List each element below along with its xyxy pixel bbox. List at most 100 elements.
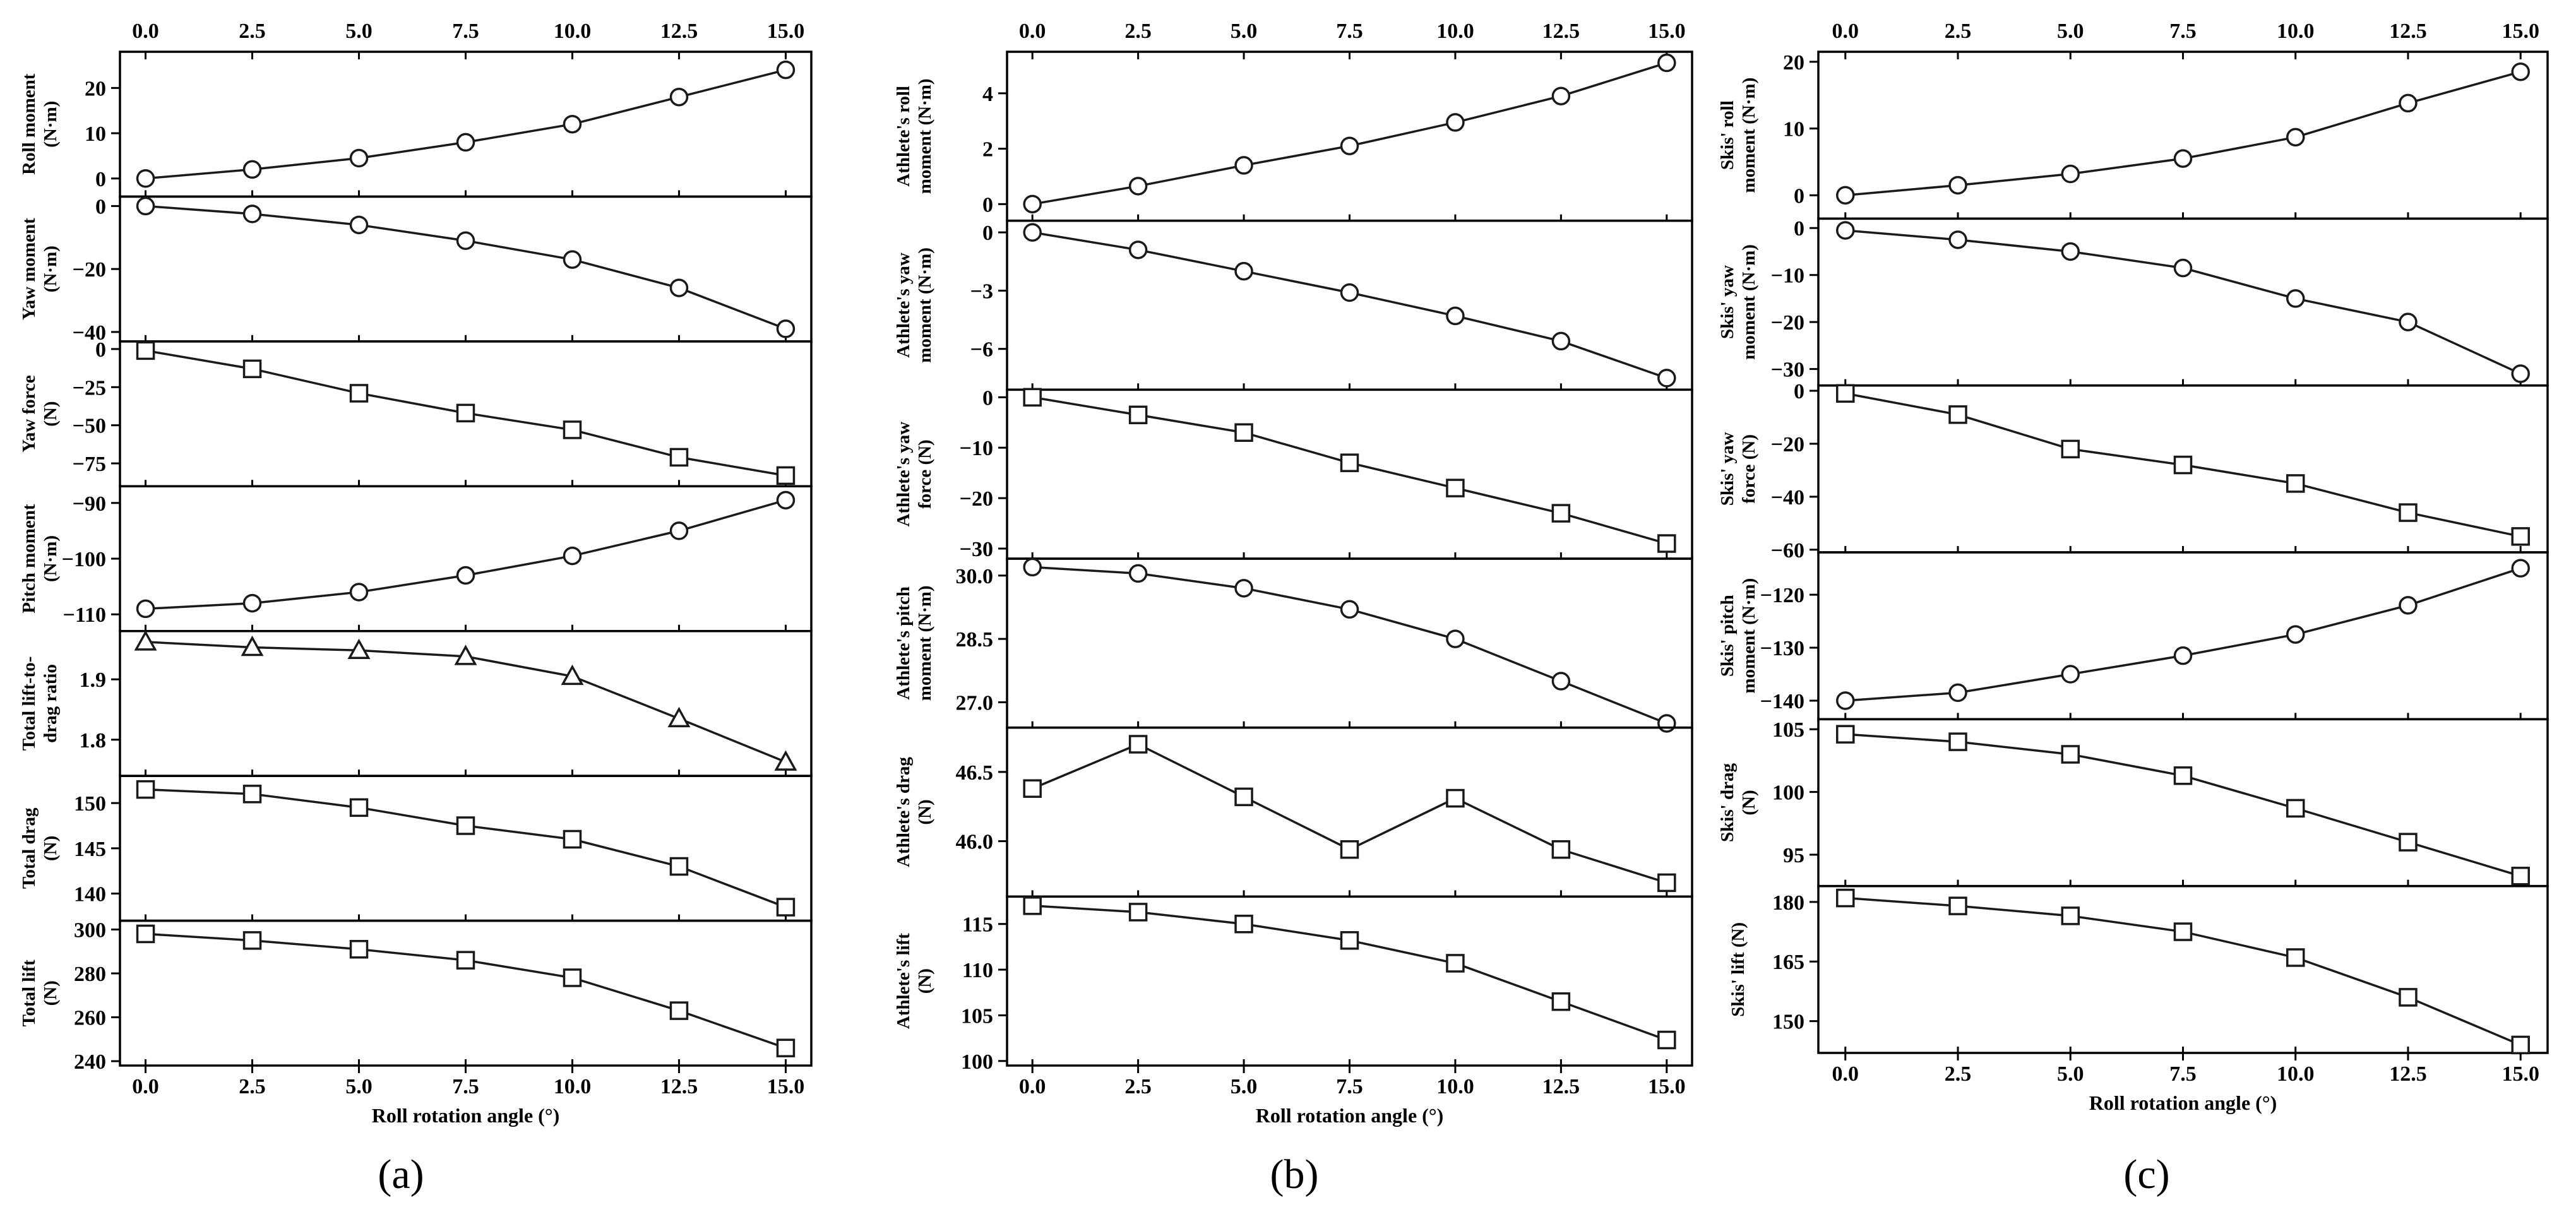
- data-point-circle: [1340, 600, 1359, 619]
- data-point-circle: [349, 583, 369, 602]
- top-x-tick-label: 12.5: [2389, 20, 2427, 43]
- data-point-square: [242, 931, 262, 950]
- data-point-circle: [563, 546, 582, 566]
- data-point-circle: [1340, 283, 1359, 302]
- data-point-circle: [456, 231, 475, 251]
- bottom-x-tick-label: 0.0: [1019, 1075, 1046, 1098]
- data-point-circle: [1128, 177, 1148, 196]
- data-point-circle: [776, 490, 796, 510]
- data-point-square: [456, 816, 475, 835]
- y-axis-label: Yaw moment: [19, 218, 39, 320]
- y-tick-label: 0: [1794, 184, 1804, 208]
- data-point-square: [1340, 931, 1359, 950]
- y-axis-label: (N): [40, 401, 61, 426]
- y-tick-label: 150: [1772, 1011, 1804, 1034]
- y-tick-label: 260: [74, 1007, 106, 1030]
- data-point-square: [776, 898, 796, 917]
- data-point-circle: [1023, 194, 1042, 214]
- y-axis-label: Yaw force: [19, 375, 39, 453]
- data-point-square: [1551, 992, 1571, 1011]
- y-tick-label: −140: [1760, 690, 1804, 713]
- data-point-square: [2286, 474, 2305, 493]
- data-point-square: [456, 403, 475, 423]
- panel-a-6: 150 145 140 Total drag (N): [19, 775, 813, 922]
- bottom-x-tick-label: 0.0: [132, 1075, 159, 1098]
- data-point-square: [136, 780, 155, 799]
- panel-b-6: 115 110 105 100 Athlete's lift (N): [893, 895, 1693, 1074]
- data-point-circle: [2061, 242, 2080, 261]
- y-tick-label: 115: [962, 913, 993, 937]
- data-point-square: [776, 466, 796, 485]
- data-point-circle: [669, 87, 689, 107]
- y-tick-label: 95: [1783, 844, 1804, 867]
- series-line: [1845, 567, 2521, 702]
- data-point-square: [2286, 799, 2305, 818]
- data-point-triangle: [454, 645, 477, 665]
- y-tick-label: 280: [74, 963, 106, 986]
- data-point-square: [1948, 405, 1967, 424]
- data-point-square: [669, 448, 689, 467]
- top-x-tick-label: 15.0: [1648, 20, 1686, 43]
- data-point-circle: [242, 593, 262, 613]
- data-point-circle: [2286, 128, 2305, 147]
- panel-frame: [1817, 50, 2549, 220]
- data-point-circle: [2511, 62, 2530, 81]
- data-point-circle: [2173, 646, 2193, 665]
- bottom-x-tick-label: 15.0: [767, 1075, 805, 1098]
- data-point-circle: [1948, 230, 1967, 249]
- y-tick-label: −20: [1771, 311, 1804, 335]
- figure-caption: (b): [1270, 1151, 1319, 1197]
- y-axis-label: Skis' lift (N): [1728, 922, 1748, 1017]
- data-point-triangle: [241, 635, 264, 656]
- y-axis-label: Athlete's yaw: [893, 422, 914, 527]
- data-point-circle: [2173, 258, 2193, 278]
- y-tick-label: 105: [1772, 718, 1804, 742]
- panel-c-4: −120 −130 −140 Skis' pitch moment (N·m): [1717, 551, 2549, 721]
- y-axis-label: Athlete's roll: [893, 86, 914, 187]
- bottom-x-tick-label: 2.5: [1124, 1075, 1152, 1098]
- bottom-x-tick-label: 7.5: [452, 1075, 479, 1098]
- panel-b-5: 46.5 46.0 Athlete's drag (N): [893, 726, 1693, 898]
- y-axis-label: moment (N·m): [1739, 244, 1759, 360]
- y-tick-label: 1.9: [80, 668, 107, 692]
- bottom-x-tick-label: 10.0: [2277, 1062, 2315, 1086]
- bottom-x-tick-label: 2.5: [239, 1075, 266, 1098]
- y-tick-label: 105: [961, 1004, 993, 1028]
- series-line: [1845, 733, 2521, 877]
- y-tick-label: −130: [1760, 637, 1804, 660]
- series-line: [1845, 229, 2521, 375]
- data-point-circle: [669, 521, 689, 540]
- y-axis-label: Skis' pitch: [1717, 595, 1738, 677]
- top-x-tick-label: 0.0: [1019, 20, 1046, 43]
- panel-c-5: 105 100 95 Skis' drag (N): [1717, 718, 2549, 888]
- data-point-square: [669, 857, 689, 876]
- data-point-circle: [1340, 136, 1359, 155]
- y-axis-label: Skis' drag: [1717, 763, 1738, 842]
- top-x-tick-label: 0.0: [1832, 20, 1859, 43]
- panel-frame: [1006, 388, 1693, 560]
- y-axis-label: (N): [915, 968, 935, 994]
- y-axis-label: moment (N·m): [1739, 78, 1759, 193]
- data-point-circle: [563, 114, 582, 134]
- y-tick-label: 0: [95, 168, 106, 191]
- bottom-x-tick-label: 5.0: [345, 1075, 373, 1098]
- data-point-circle: [242, 205, 262, 223]
- data-point-square: [563, 829, 582, 849]
- series-line: [1032, 905, 1667, 1042]
- bottom-x-tick-label: 5.0: [1231, 1075, 1258, 1098]
- y-axis-label: Total drag: [19, 807, 39, 889]
- data-point-circle: [1446, 306, 1465, 326]
- x-axis-label: Roll rotation angle (°): [1256, 1104, 1444, 1127]
- y-axis-label: drag ratio: [40, 664, 61, 743]
- y-tick-label: 10: [85, 122, 106, 146]
- bottom-x-tick-label: 15.0: [1648, 1075, 1686, 1098]
- panel-frame: [119, 195, 813, 343]
- data-point-circle: [1551, 331, 1571, 351]
- y-tick-label: 20: [1783, 51, 1804, 74]
- panel-a-1: 0 10 20 Roll moment (N·m): [19, 50, 813, 198]
- data-point-square: [1023, 779, 1042, 798]
- panel-a-7: 300 280 260 240 Total lift (N): [19, 918, 813, 1074]
- x-axis-label: Roll rotation angle (°): [372, 1104, 560, 1127]
- data-point-square: [1340, 840, 1359, 859]
